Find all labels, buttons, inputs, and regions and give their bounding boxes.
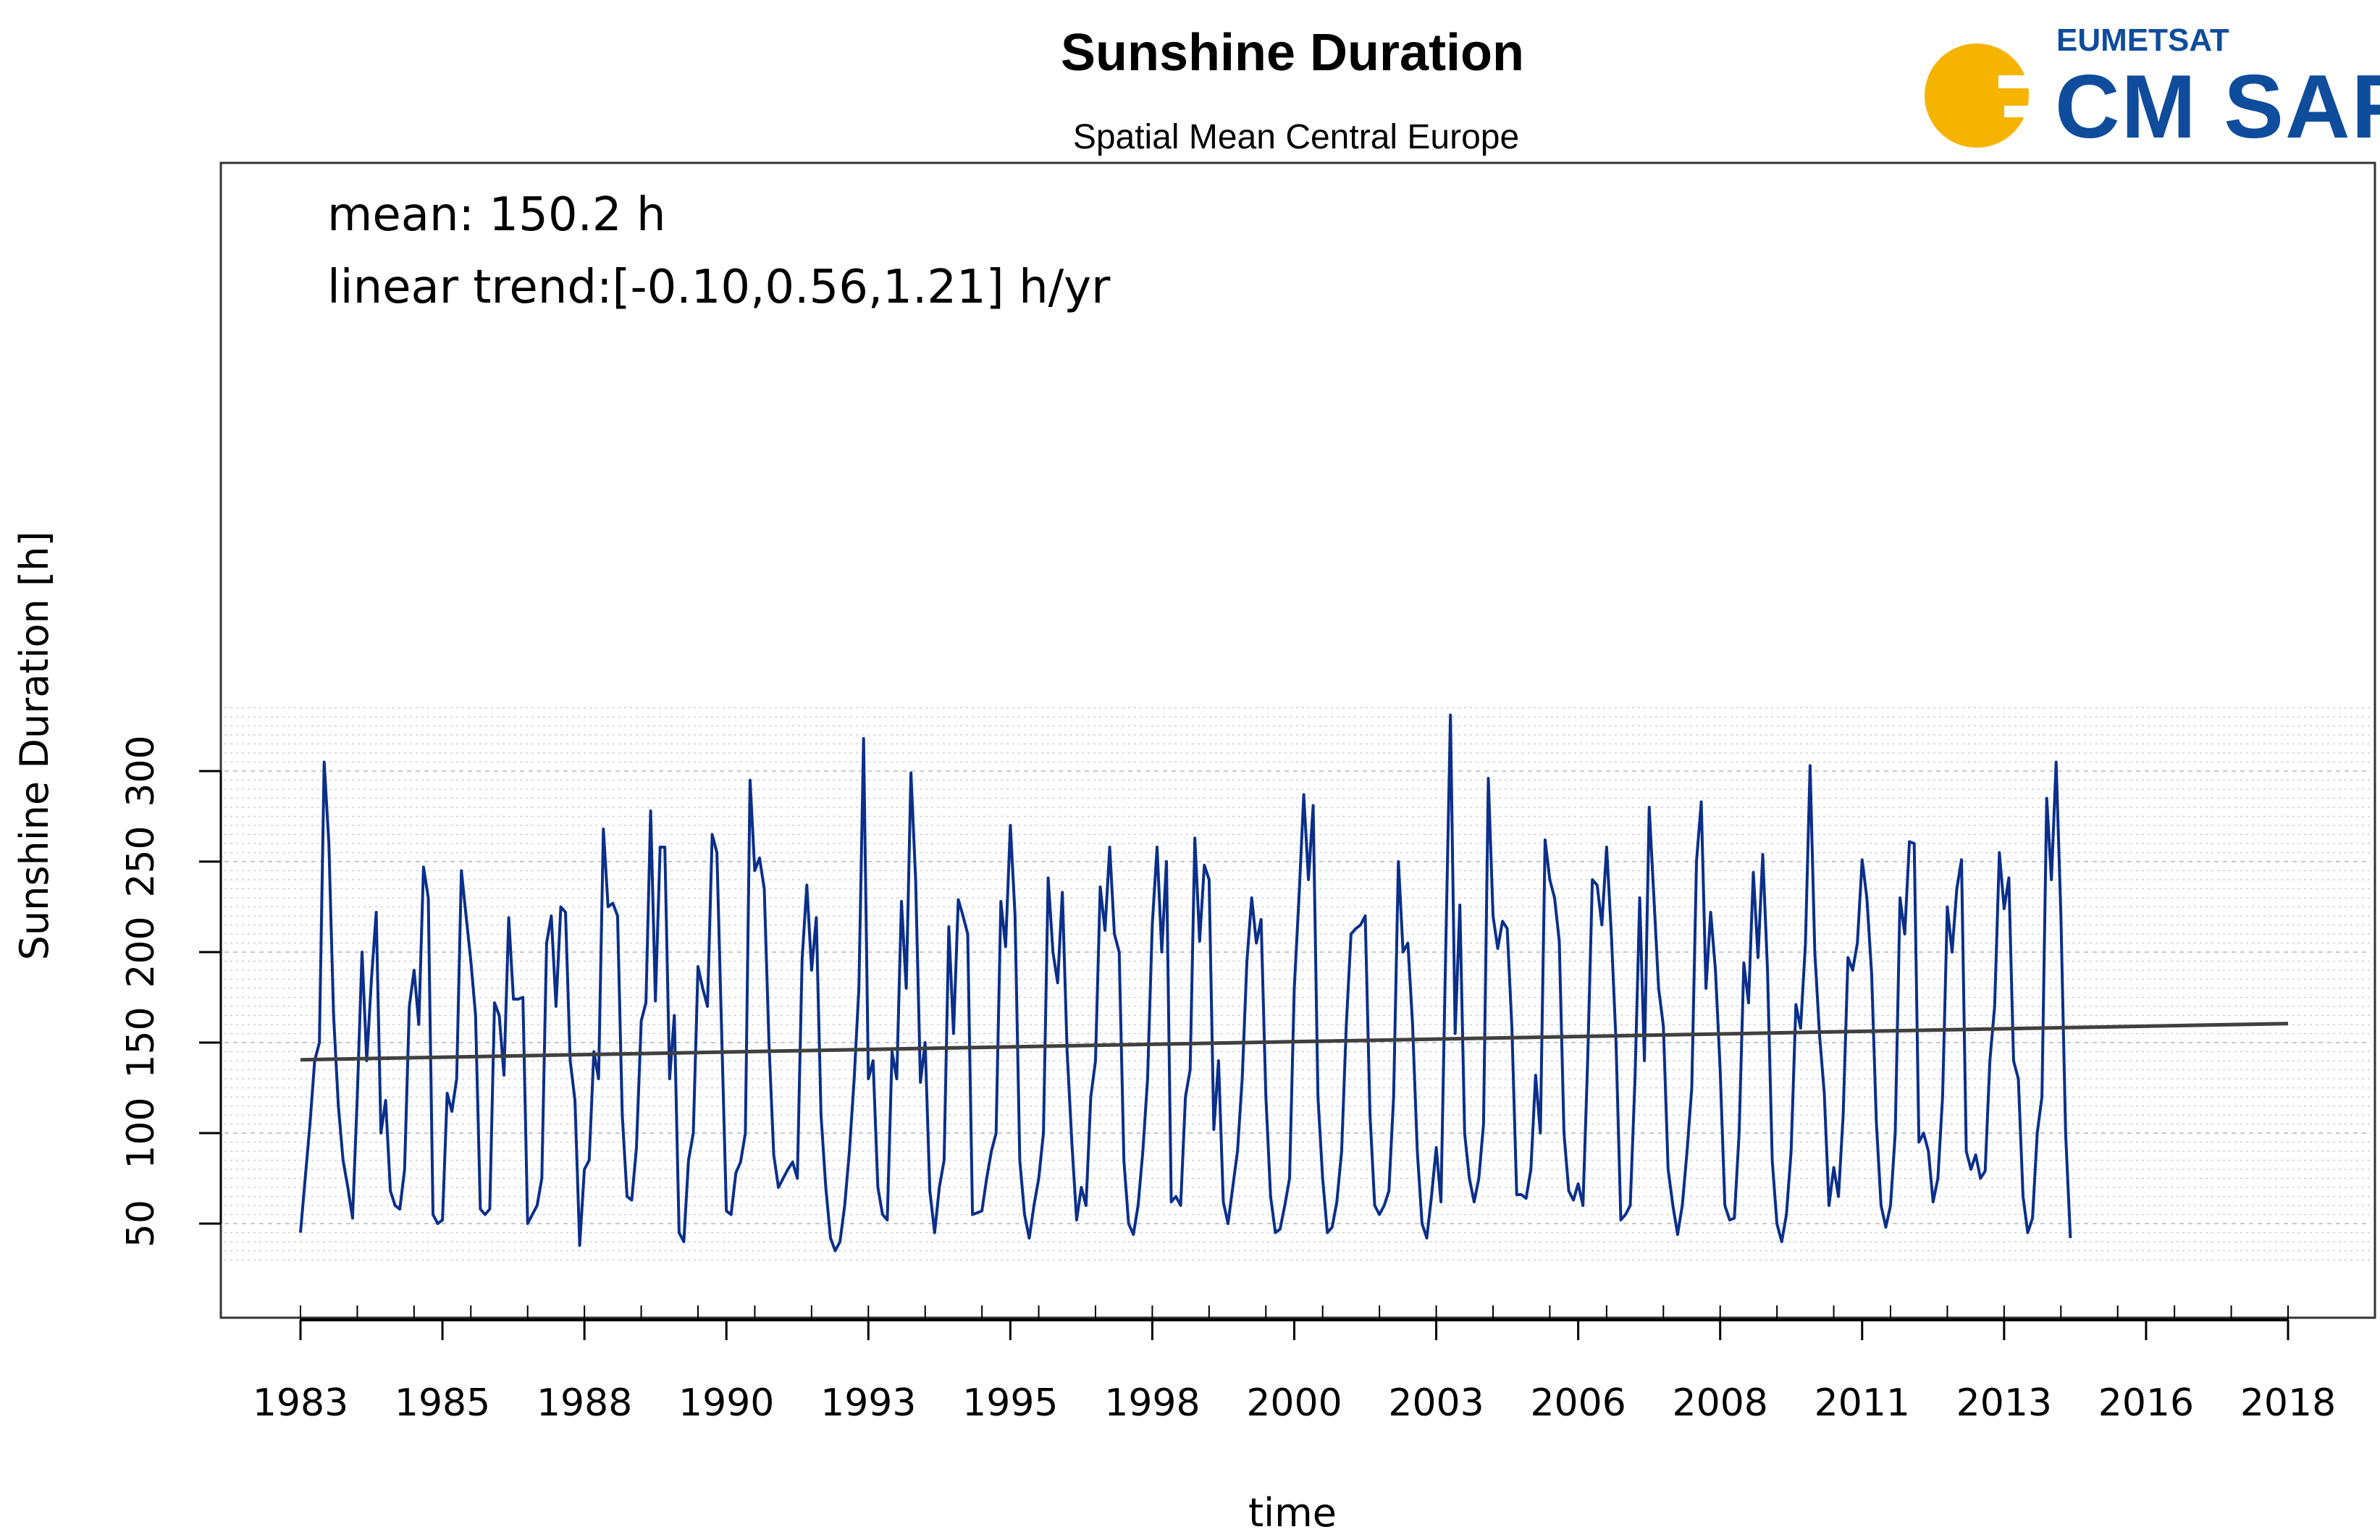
y-tick-label: 200 (119, 916, 163, 988)
logo-stripe (1998, 75, 2049, 88)
sun-icon (1925, 43, 2029, 148)
x-tick-label: 1983 (253, 1381, 348, 1425)
x-tick-label: 2000 (1246, 1381, 1342, 1425)
trend-line (300, 1022, 2289, 1062)
chart-title: Sunshine Duration (1061, 24, 1524, 82)
annotation-mean: mean: 150.2 h (327, 188, 666, 242)
x-axis-label: time (1248, 1490, 1337, 1536)
plot-frame (219, 161, 2376, 1319)
y-axis: 50 100 150 200 250 300 (119, 735, 222, 1247)
y-tick-label: 300 (119, 735, 163, 807)
x-tick-label: 1995 (962, 1381, 1058, 1425)
x-tick-label: 2011 (1815, 1381, 1910, 1425)
annotation-trend: linear trend:[-0.10,0.56,1.21] h/yr (327, 261, 1111, 314)
x-tick-label: 2016 (2098, 1381, 2194, 1425)
x-axis: 1983 1985 1988 1990 1993 1995 1998 2000 2003 2006… (253, 1305, 2336, 1425)
x-tick-label: 1990 (678, 1381, 774, 1425)
x-tick-label: 2013 (1956, 1381, 2052, 1425)
cm-saf-logo: EUMETSAT CM SAF (1925, 22, 2380, 157)
y-tick-label: 250 (119, 825, 163, 897)
x-tick-label: 2006 (1530, 1381, 1626, 1425)
x-tick-label: 2018 (2240, 1381, 2336, 1425)
chart-subtitle: Spatial Mean Central Europe (1073, 118, 1519, 156)
series-line-sunshine (299, 713, 2072, 1253)
x-tick-label: 1985 (395, 1381, 490, 1425)
y-axis-label: Sunshine Duration [h] (12, 531, 57, 961)
x-tick-label: 1988 (537, 1381, 632, 1425)
x-tick-label: 1993 (820, 1381, 916, 1425)
logo-name: CM SAF (2055, 57, 2380, 157)
logo-org: EUMETSAT (2056, 22, 2229, 58)
x-tick-label: 1998 (1104, 1381, 1200, 1425)
x-tick-label: 2003 (1388, 1381, 1484, 1425)
y-tick-label: 100 (119, 1097, 163, 1169)
x-tick-label: 2008 (1673, 1381, 1768, 1425)
y-tick-label: 150 (119, 1006, 163, 1078)
logo-stripe (2004, 106, 2049, 117)
y-tick-label: 50 (119, 1200, 163, 1247)
